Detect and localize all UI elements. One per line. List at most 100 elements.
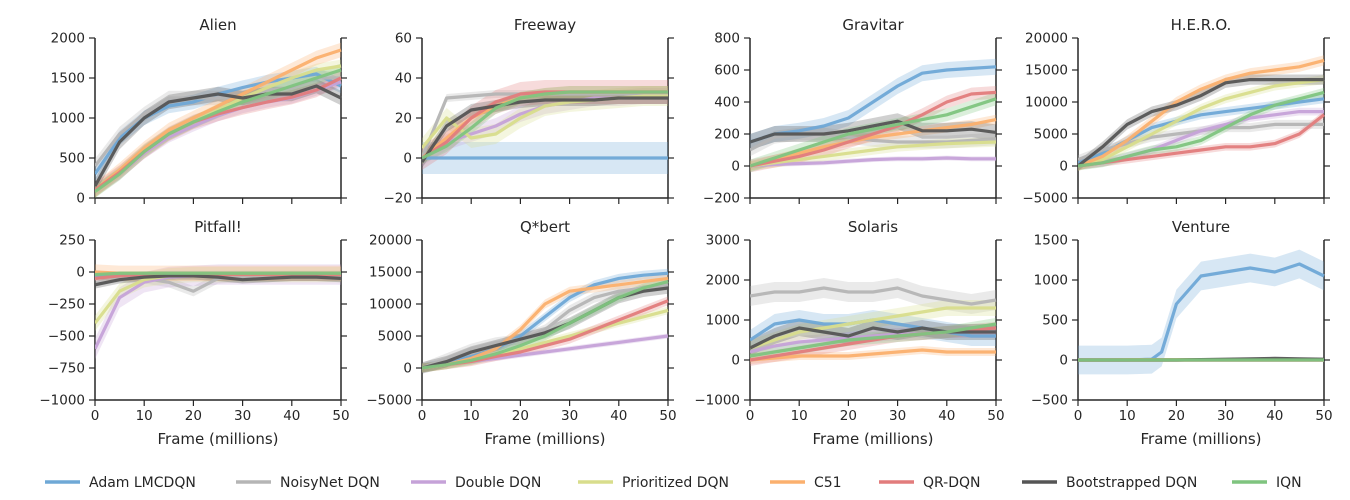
series-line-prioritized-dqn	[750, 306, 996, 350]
x-axis-label: Frame (millions)	[813, 430, 934, 448]
subplot-solaris: Solaris −1000 0 1000 2000 3000 0 10 20 30 40 50 Fram…	[694, 218, 1004, 448]
legend-item-c51: C51	[770, 475, 842, 491]
legend-label: Prioritized DQN	[622, 475, 729, 491]
legend-item-bootstrapped-dqn: Bootstrapped DQN	[1022, 475, 1197, 491]
x-tick-label: 0	[1074, 408, 1083, 424]
legend-label: Adam LMCDQN	[89, 475, 196, 491]
y-tick-label: 500	[1042, 313, 1068, 329]
x-axis-label: Frame (millions)	[485, 430, 606, 448]
plot-area	[750, 278, 997, 366]
series-band-adam-lmcdqn	[750, 310, 996, 350]
plot-area	[422, 268, 669, 374]
legend-item-noisynet-dqn: NoisyNet DQN	[236, 475, 380, 491]
y-tick-label: 0	[731, 159, 740, 175]
series-line-prioritized-dqn	[750, 140, 997, 168]
y-tick-label: 400	[714, 95, 740, 111]
legend-label: C51	[814, 475, 842, 491]
series-line-qr-dqn	[750, 90, 997, 168]
subplot-venture: Venture −500 0 500 1000 1500 0 10 20 30 40 50 Frame …	[1031, 218, 1333, 448]
series-band-noisynet-dqn	[95, 70, 341, 174]
legend: Adam LMCDQN NoisyNet DQN Double DQN Priorit…	[45, 475, 1302, 491]
plot-area	[95, 42, 342, 198]
y-tick-label: 60	[395, 31, 412, 47]
x-tick-label: 50	[659, 408, 676, 424]
y-tick-label: −200	[703, 191, 740, 207]
y-tick-label: 15000	[369, 265, 412, 281]
y-tick-label: 1500	[51, 71, 85, 87]
series-line-noisynet-dqn	[422, 283, 669, 370]
x-tick-label: 0	[746, 408, 755, 424]
y-tick-label: −1000	[694, 393, 740, 409]
y-tick-label: −500	[48, 329, 85, 345]
series-line-iqn	[95, 68, 342, 193]
y-tick-label: −5000	[1022, 191, 1068, 207]
legend-label: NoisyNet DQN	[280, 475, 380, 491]
series-band-double-dqn	[95, 264, 341, 360]
legend-label: Bootstrapped DQN	[1066, 475, 1197, 491]
series-band-noisynet-dqn	[750, 278, 996, 314]
x-axis-label: Frame (millions)	[1141, 430, 1262, 448]
y-tick-label: −20	[384, 191, 413, 207]
subplot-title: Venture	[1172, 218, 1230, 236]
x-tick-label: 40	[610, 408, 627, 424]
series-line-iqn	[750, 322, 997, 358]
subplot-pitfall: Pitfall! −1000 −750 −500 −250 0 250 0 10 20 30 40 50…	[39, 218, 349, 448]
y-tick-label: 0	[403, 361, 412, 377]
x-tick-label: 40	[283, 408, 300, 424]
subplot-freeway: Freeway −20 0 20 40 60	[384, 16, 674, 207]
subplot-title: Pitfall!	[194, 218, 242, 236]
legend-item-iqn: IQN	[1232, 475, 1302, 491]
legend-item-double-dqn: Double DQN	[411, 475, 541, 491]
y-tick-label: 800	[714, 31, 740, 47]
y-tick-label: 3000	[706, 233, 740, 249]
y-tick-label: 0	[731, 353, 740, 369]
subplot-gravitar: Gravitar −200 0 200 400 600 800	[703, 16, 1002, 207]
series-band-adam-lmcdqn	[422, 268, 668, 373]
y-tick-label: 2000	[51, 31, 85, 47]
x-tick-label: 10	[136, 408, 153, 424]
series-band-prioritized-dqn	[95, 266, 341, 331]
series-line-adam-lmcdqn	[422, 271, 669, 370]
y-tick-label: −1000	[39, 393, 85, 409]
series-band-bootstrapped-dqn	[95, 78, 341, 194]
x-tick-label: 30	[234, 408, 251, 424]
y-tick-label: 15000	[1025, 63, 1068, 79]
y-tick-label: 0	[1059, 159, 1068, 175]
x-tick-label: 50	[987, 408, 1004, 424]
y-tick-label: 1000	[51, 111, 85, 127]
x-tick-label: 10	[791, 408, 808, 424]
legend-item-adam-lmcdqn: Adam LMCDQN	[45, 475, 196, 491]
x-tick-label: 20	[840, 408, 857, 424]
series-band-qr-dqn	[1078, 110, 1324, 170]
series-line-bootstrapped-dqn	[95, 274, 342, 287]
x-tick-label: 10	[463, 408, 480, 424]
y-tick-label: 10000	[1025, 95, 1068, 111]
y-tick-label: 10000	[369, 297, 412, 313]
y-tick-label: 20	[395, 111, 412, 127]
subplot-title: Alien	[199, 16, 236, 34]
series-band-bootstrapped-dqn	[750, 113, 996, 150]
plot-area	[1078, 55, 1325, 172]
series-band-qr-dqn	[95, 70, 341, 198]
x-tick-label: 40	[1266, 408, 1283, 424]
legend-item-qr-dqn: QR-DQN	[879, 475, 981, 491]
series-line-bootstrapped-dqn	[1078, 77, 1324, 168]
subplot-title: Q*bert	[520, 218, 570, 236]
series-line-bootstrapped-dqn	[95, 84, 342, 187]
y-tick-label: −5000	[366, 393, 412, 409]
legend-label: IQN	[1276, 475, 1302, 491]
y-tick-label: 600	[714, 63, 740, 79]
x-tick-label: 30	[1217, 408, 1234, 424]
y-tick-label: 20000	[1025, 31, 1068, 47]
y-tick-label: 200	[714, 127, 740, 143]
y-tick-label: 1000	[706, 313, 740, 329]
y-tick-label: −500	[1031, 393, 1068, 409]
y-tick-label: 40	[395, 71, 412, 87]
y-tick-label: 1000	[1034, 273, 1068, 289]
series-line-prioritized-dqn	[1078, 78, 1325, 168]
y-tick-label: 5000	[1034, 127, 1068, 143]
y-tick-label: −250	[48, 297, 85, 313]
series-line-iqn	[750, 97, 997, 168]
series-line-noisynet-dqn	[750, 286, 997, 306]
